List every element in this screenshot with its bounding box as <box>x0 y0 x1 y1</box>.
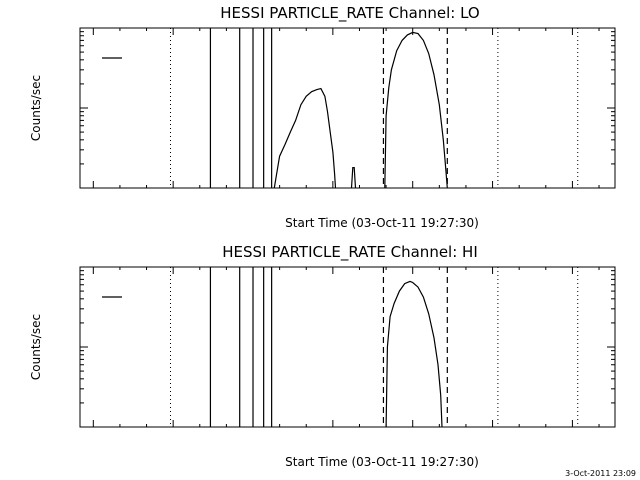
x-axis-label: Start Time (03-Oct-11 19:27:30) <box>285 455 479 469</box>
lo-channel-panel: HESSI PARTICLE_RATE Channel: LO Start Ti… <box>29 4 616 230</box>
y-axis-label: Counts/sec <box>29 314 43 380</box>
series-line <box>273 87 337 189</box>
plot-frame <box>79 266 616 428</box>
y-axis-label: Counts/sec <box>29 75 43 141</box>
series-line <box>350 167 357 189</box>
plot-frame <box>79 27 616 189</box>
chart-title: HESSI PARTICLE_RATE Channel: LO <box>220 4 479 23</box>
series-line <box>384 31 448 189</box>
series-line <box>385 280 443 428</box>
x-axis-label: Start Time (03-Oct-11 19:27:30) <box>285 216 479 230</box>
hi-channel-panel: HESSI PARTICLE_RATE Channel: HI Start Ti… <box>29 243 616 469</box>
generation-timestamp: 3-Oct-2011 23:09 <box>565 469 636 478</box>
chart-title: HESSI PARTICLE_RATE Channel: HI <box>222 243 478 262</box>
